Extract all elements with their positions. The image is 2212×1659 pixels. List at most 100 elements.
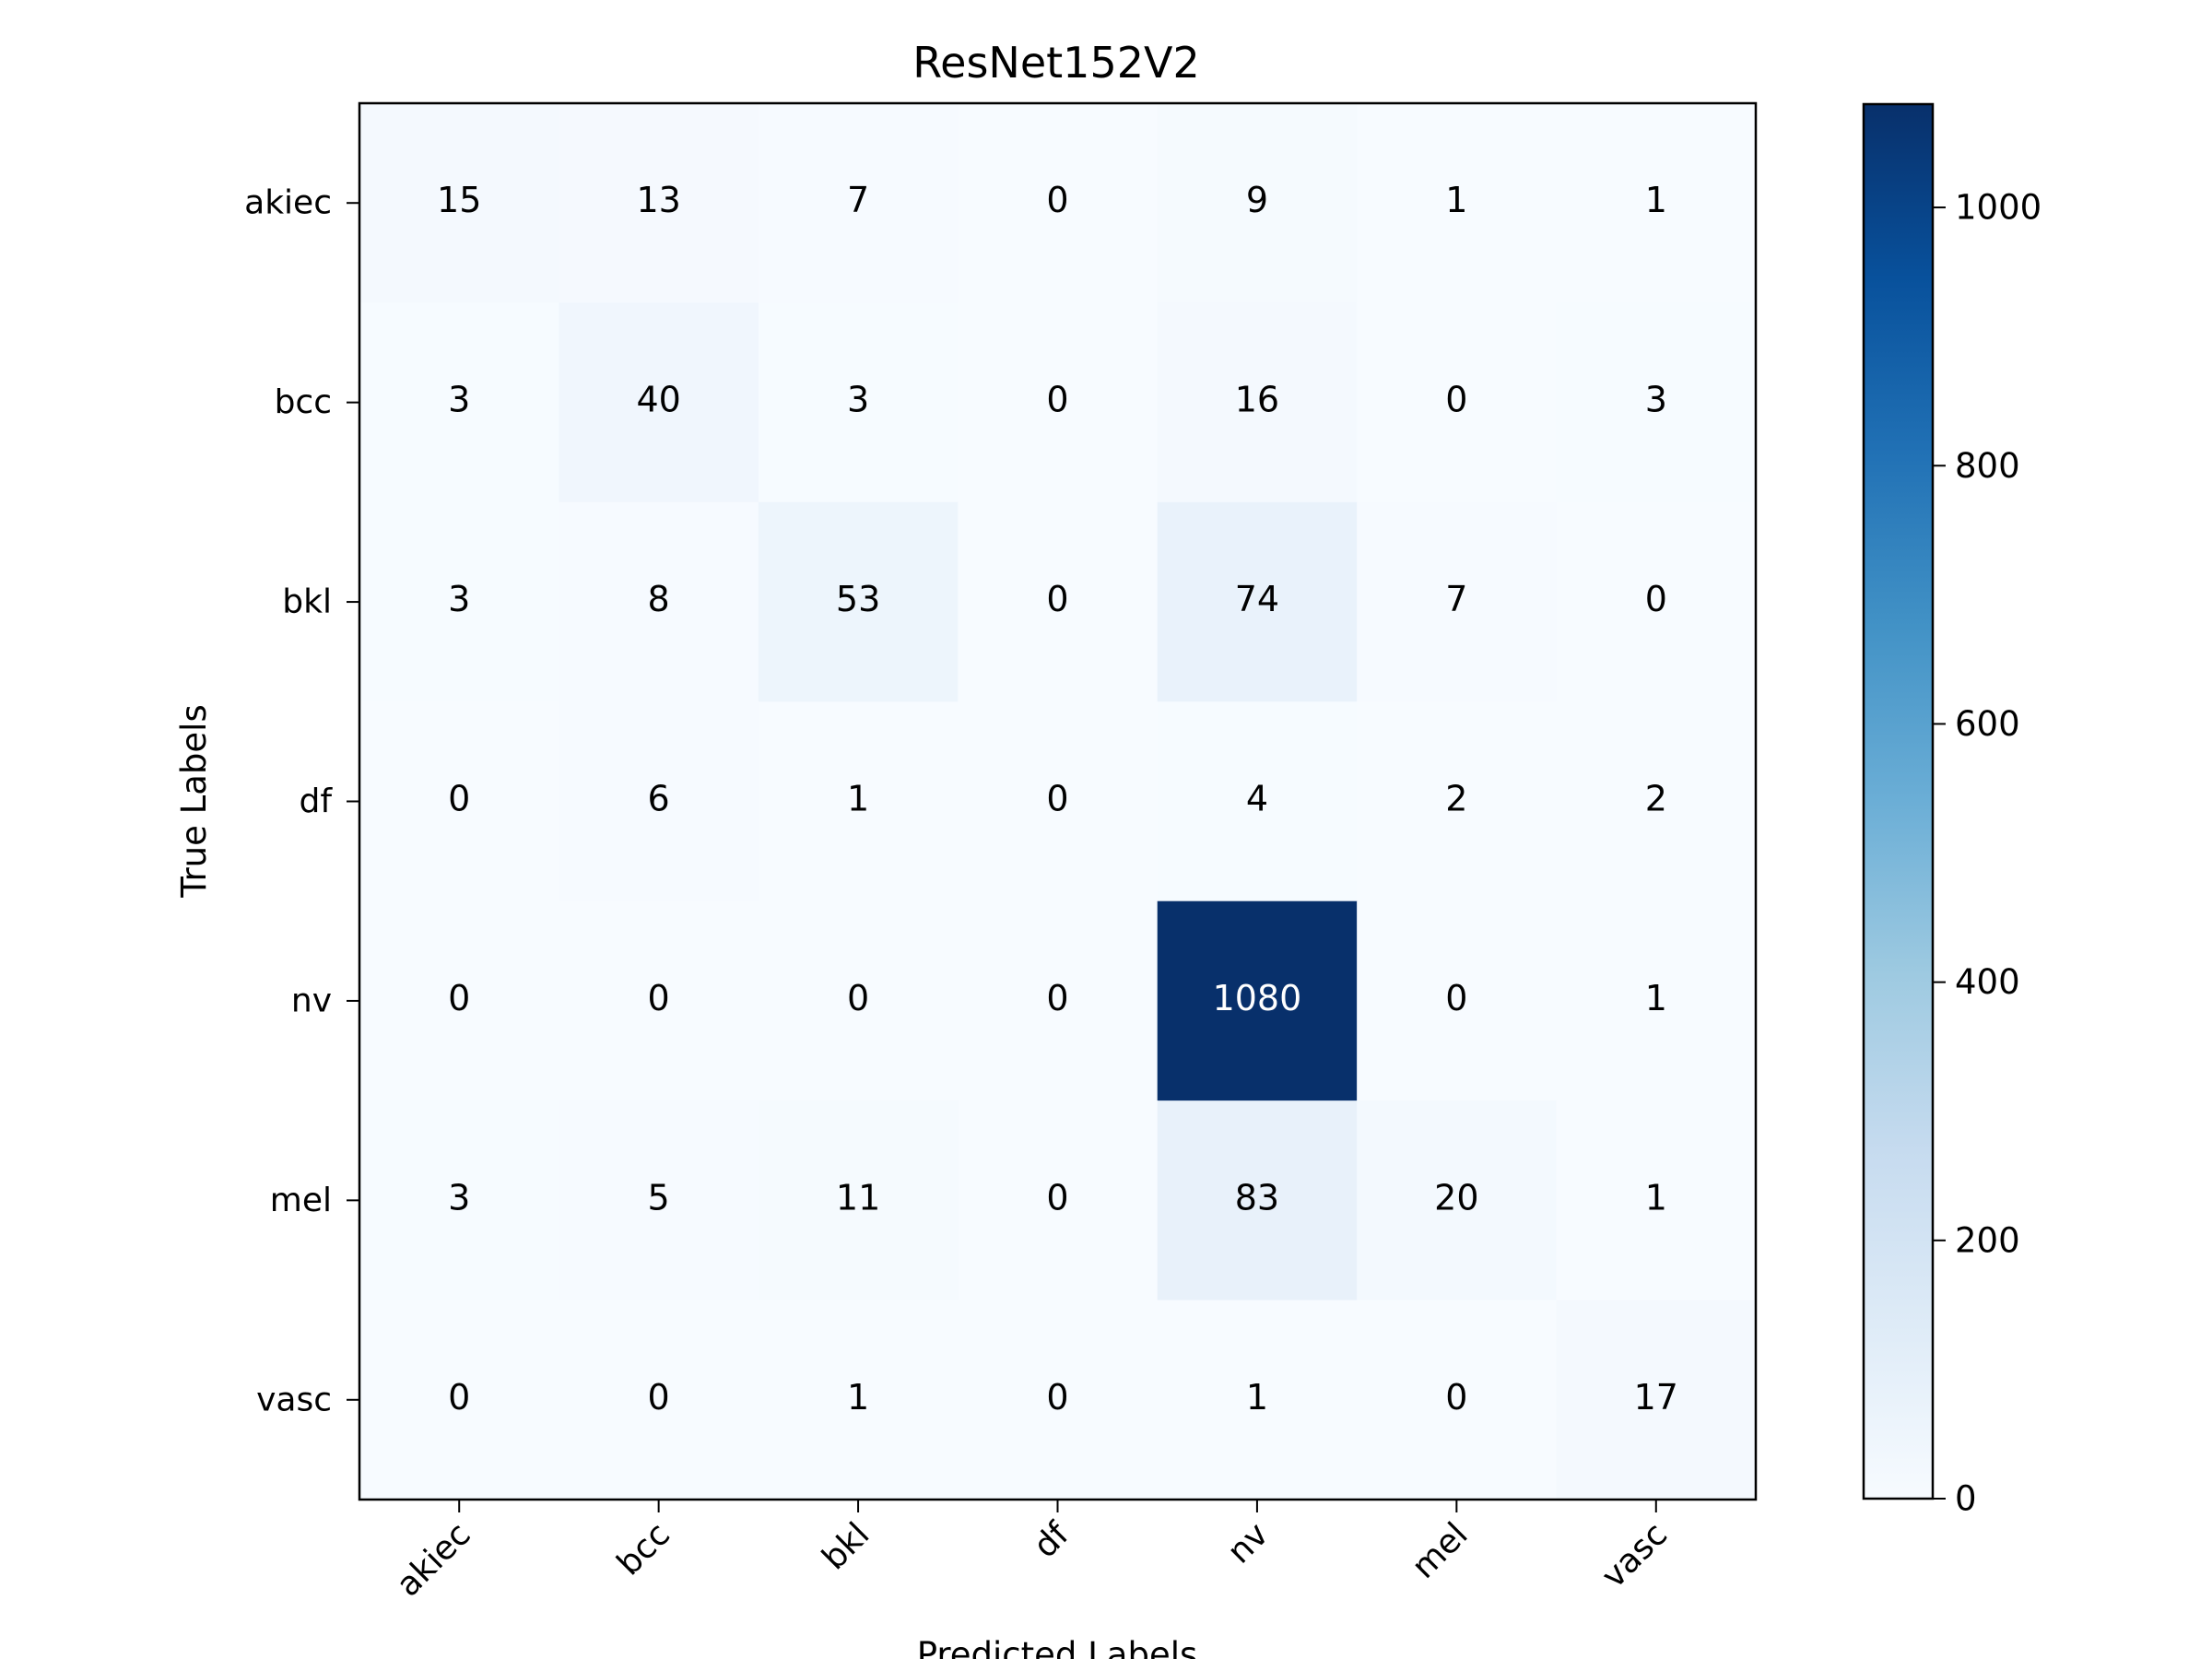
cell-value: 0 (1046, 779, 1068, 819)
cell-value: 1080 (1213, 978, 1302, 1018)
cell-value: 0 (1445, 1377, 1467, 1418)
cell-value: 1 (847, 1377, 869, 1418)
heatmap-cell (958, 1300, 1159, 1500)
cell-value: 16 (1235, 380, 1279, 420)
colorbar (1862, 102, 1935, 1500)
heatmap-cell (559, 1300, 759, 1500)
cell-value: 6 (648, 779, 670, 819)
cell-value: 4 (1246, 779, 1268, 819)
heatmap-cell (359, 1300, 560, 1500)
cell-value: 17 (1634, 1377, 1678, 1418)
heatmap-cell (1157, 1300, 1358, 1500)
colorbar-tick-label: 0 (1955, 1479, 1977, 1519)
x-tick-label: mel (1405, 1515, 1476, 1586)
heatmap-cell (1556, 302, 1757, 503)
heatmap-cell (1357, 1100, 1558, 1301)
cell-value: 0 (1046, 380, 1068, 420)
colorbar-tick-label: 200 (1955, 1220, 2020, 1260)
cell-value-labels: 15 13 7 0 9 1 13 40 3 0 16 0 33 8 53 0 74 7 00 6 1 0 4 2 20 0 0 0 10… (437, 180, 1678, 1418)
heatmap-cell (1357, 103, 1558, 304)
heatmap-cell (559, 302, 759, 503)
heatmap-cell (958, 103, 1159, 304)
heatmap-cell (1157, 701, 1358, 902)
heatmap-cell (958, 1100, 1159, 1301)
heatmap-cell (958, 302, 1159, 503)
y-tick-label: vasc (256, 1381, 332, 1418)
heatmap-cell (359, 900, 560, 1101)
y-tick-label: bcc (275, 383, 332, 421)
heatmap-cell (758, 501, 959, 702)
heatmap-cell (958, 501, 1159, 702)
cell-value: 2 (1445, 779, 1467, 819)
heatmap-cell (559, 701, 759, 902)
y-tick-label: df (299, 782, 333, 820)
heatmap-cell (1357, 302, 1558, 503)
heatmap-cell (1157, 302, 1358, 503)
heatmap-cell (359, 501, 560, 702)
cell-value: 7 (1445, 579, 1467, 619)
cell-value: 5 (648, 1177, 670, 1218)
heatmap-cell (1556, 103, 1757, 304)
heatmap-cell (1157, 103, 1358, 304)
cell-value: 0 (1046, 1377, 1068, 1418)
cell-value: 3 (448, 380, 470, 420)
colorbar-tick-label: 600 (1955, 704, 2020, 744)
y-tick-label: bkl (282, 583, 332, 621)
cell-value: 1 (1645, 978, 1667, 1018)
cell-value: 53 (836, 579, 880, 619)
cell-value: 0 (1645, 579, 1667, 619)
x-tick-label: bkl (815, 1515, 877, 1577)
heatmap-cell (758, 900, 959, 1101)
x-tick-label: nv (1220, 1515, 1276, 1571)
heatmap-cell (1556, 501, 1757, 702)
cell-value: 1 (1445, 180, 1467, 220)
y-tick-label: nv (291, 982, 332, 1019)
cell-value: 0 (448, 1377, 470, 1418)
heatmap-cell (758, 701, 959, 902)
cell-value: 7 (847, 180, 869, 220)
heatmap-cell (1157, 501, 1358, 702)
cell-value: 1 (1246, 1377, 1268, 1418)
cell-value: 0 (648, 1377, 670, 1418)
cell-value: 0 (847, 978, 869, 1018)
heatmap-cell (1357, 501, 1558, 702)
heatmap-cell (359, 701, 560, 902)
cell-value: 0 (1445, 380, 1467, 420)
x-tick-label: bcc (610, 1515, 677, 1583)
cell-value: 9 (1246, 180, 1268, 220)
cell-value: 0 (1046, 978, 1068, 1018)
heatmap-cell (359, 103, 560, 304)
x-tick-label: akiec (390, 1515, 478, 1604)
heatmap-cell (559, 1100, 759, 1301)
cell-value: 0 (448, 779, 470, 819)
heatmap-cell (758, 302, 959, 503)
heatmap-cell (559, 900, 759, 1101)
heatmap-cell (958, 900, 1159, 1101)
heatmap-cell (758, 1100, 959, 1301)
cell-value: 0 (1046, 1177, 1068, 1218)
heatmap-cell (1157, 1100, 1358, 1301)
heatmap-cell (359, 302, 560, 503)
cell-value: 8 (648, 579, 670, 619)
heatmap-cell (958, 701, 1159, 902)
x-axis-ticks: akiec bcc bkl df nv mel vasc (390, 1500, 1675, 1604)
heatmap-cell (559, 501, 759, 702)
cell-value: 3 (448, 579, 470, 619)
cell-value: 3 (1645, 380, 1667, 420)
heatmap-cell (1556, 701, 1757, 902)
heatmap-cell (1556, 900, 1757, 1101)
cell-value: 0 (648, 978, 670, 1018)
cell-value: 74 (1235, 579, 1279, 619)
colorbar-tick-label: 1000 (1955, 188, 2041, 228)
x-axis-label: Predicted Labels (917, 1635, 1198, 1659)
heatmap-cell (1357, 1300, 1558, 1500)
heatmap-cells (359, 103, 1757, 1500)
cell-value: 0 (1046, 579, 1068, 619)
heatmap-cell (359, 1100, 560, 1301)
colorbar-tick-label: 400 (1955, 962, 2020, 1002)
heatmap-cell (559, 103, 759, 304)
heatmap-cell (1157, 900, 1358, 1101)
heatmap-cell (1357, 701, 1558, 902)
